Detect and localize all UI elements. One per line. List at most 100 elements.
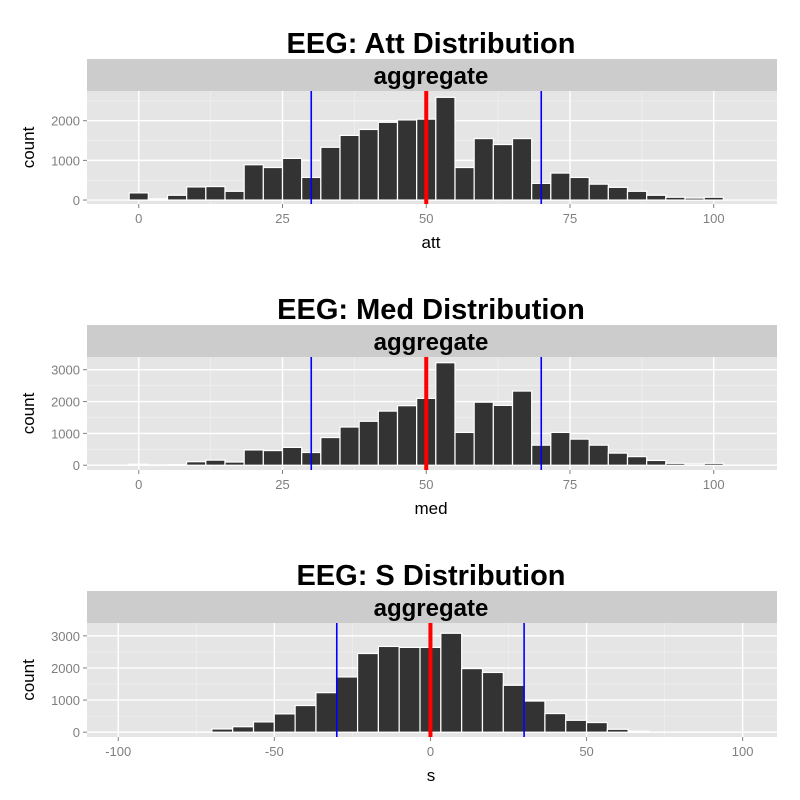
y-tick-label: 0	[73, 725, 80, 740]
histogram-bar	[523, 700, 546, 733]
histogram-bar	[544, 712, 567, 733]
histogram-bar	[224, 461, 245, 466]
chart-panel-1: EEG: Att Distribution aggregate 0 25 50 75 100…	[19, 28, 777, 252]
y-tick-label: 1000	[51, 693, 80, 708]
histogram-bar	[205, 459, 226, 466]
histogram-bar	[281, 157, 303, 201]
y-tick-label: 2000	[51, 395, 80, 410]
histogram-bar	[588, 183, 609, 201]
x-tick-label: 0	[427, 744, 434, 759]
histogram-bar	[281, 446, 303, 466]
facet-strip	[87, 325, 777, 357]
histogram-bar	[128, 192, 149, 201]
x-tick-label: 75	[563, 211, 577, 226]
histogram-bar	[166, 463, 188, 466]
y-tick-label: 2000	[51, 114, 80, 129]
histogram-bar	[492, 404, 514, 466]
histogram-bar	[473, 401, 494, 466]
histogram-bar	[473, 137, 494, 201]
histogram-bar	[606, 728, 629, 733]
histogram-bar	[626, 456, 648, 466]
histogram-bar	[243, 449, 264, 466]
x-tick-label: 50	[579, 744, 593, 759]
histogram-bar	[186, 461, 207, 466]
histogram-bar	[294, 704, 317, 733]
histogram-bar	[569, 438, 590, 466]
chart-panel-2: EEG: Med Distribution aggregate 0 25 50 75 100…	[19, 294, 777, 518]
histogram-bar	[252, 721, 275, 733]
histogram-bar	[320, 436, 341, 466]
y-tick-label: 1000	[51, 426, 80, 441]
histogram-bar	[461, 667, 484, 733]
x-axis-label: s	[427, 766, 436, 785]
facet-strip	[87, 591, 777, 623]
x-tick-label: 50	[419, 477, 433, 492]
y-axis-label: count	[19, 659, 38, 701]
x-axis-label: att	[422, 233, 441, 252]
histogram-bar	[356, 652, 380, 733]
facet-strip	[87, 59, 777, 91]
y-tick-label: 0	[73, 458, 80, 473]
x-tick-label: 100	[703, 477, 725, 492]
histogram-bar	[128, 463, 149, 466]
y-tick-label: 2000	[51, 661, 80, 676]
histogram-bar	[398, 646, 421, 733]
histogram-bar	[684, 463, 705, 466]
histogram-bar	[186, 186, 207, 201]
y-tick-label: 3000	[51, 363, 80, 378]
histogram-bar	[211, 728, 234, 733]
histogram-bar	[481, 671, 504, 733]
histogram-bar	[607, 186, 629, 201]
histogram-bar	[336, 676, 359, 733]
histogram-bar	[262, 449, 284, 466]
histogram-bar	[511, 137, 533, 201]
histogram-bar	[232, 726, 255, 733]
histogram-bar	[435, 362, 456, 466]
histogram-bar	[315, 692, 338, 733]
histogram-bar	[607, 452, 629, 466]
y-tick-label: 0	[73, 193, 80, 208]
histogram-bar	[627, 730, 650, 733]
chart-panel-3: EEG: S Distribution aggregate -100 -50 0 50 10…	[19, 560, 777, 785]
histogram-bar	[377, 121, 399, 201]
histogram-bar	[646, 459, 667, 466]
histogram-bar	[273, 713, 296, 733]
histogram-bar	[358, 420, 379, 466]
histogram-bar	[339, 134, 360, 201]
x-tick-label: -100	[105, 744, 131, 759]
histogram-bar	[511, 390, 533, 466]
x-tick-label: 25	[275, 211, 289, 226]
x-tick-label: -50	[265, 744, 284, 759]
histogram-bar	[646, 194, 667, 201]
y-axis-label: count	[19, 126, 38, 168]
y-tick-label: 3000	[51, 629, 80, 644]
histogram-bar	[377, 410, 399, 466]
histogram-bar	[205, 185, 226, 201]
histogram-bar	[396, 405, 418, 466]
x-tick-label: 75	[563, 477, 577, 492]
histogram-bar	[262, 166, 284, 201]
histogram-bar	[565, 719, 588, 733]
x-tick-label: 50	[419, 211, 433, 226]
histogram-bar	[502, 684, 525, 733]
facet-strip-label: aggregate	[374, 595, 489, 622]
x-tick-label: 100	[732, 744, 754, 759]
histogram-bar	[435, 96, 456, 201]
histogram-bar	[358, 128, 379, 201]
histogram-bar	[454, 166, 475, 201]
histogram-bar	[550, 172, 571, 201]
chart-title: EEG: S Distribution	[296, 560, 565, 592]
histogram-bar	[224, 190, 245, 201]
histogram-bar	[396, 119, 418, 201]
x-tick-label: 25	[275, 477, 289, 492]
histogram-bar	[320, 146, 341, 201]
histogram-bar	[166, 194, 188, 201]
y-tick-label: 1000	[51, 153, 80, 168]
histogram-bar	[684, 197, 705, 201]
facet-strip-label: aggregate	[374, 329, 489, 356]
histogram-bar	[454, 431, 475, 466]
histogram-bar	[588, 444, 609, 466]
histogram-bar	[703, 196, 724, 201]
y-axis-label: count	[19, 392, 38, 434]
